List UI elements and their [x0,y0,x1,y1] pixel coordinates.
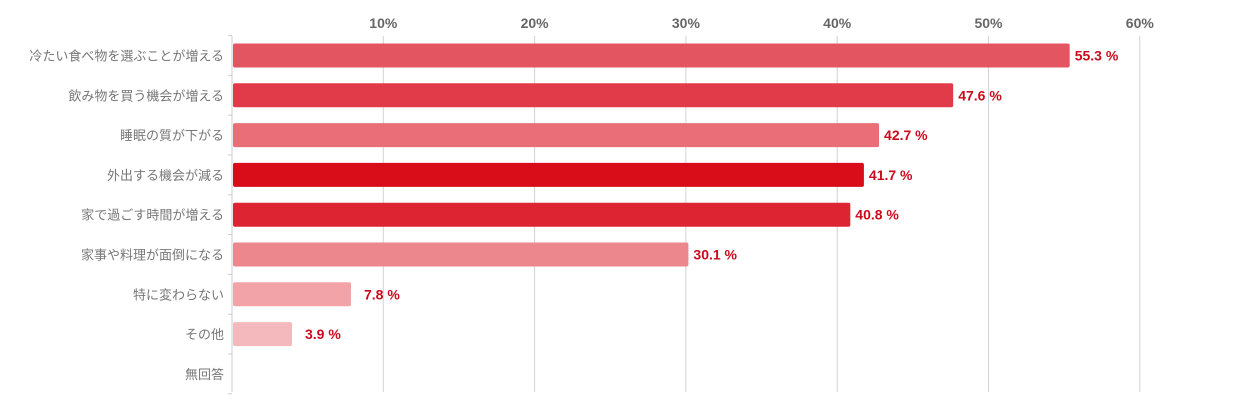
category-label: 特に変わらない [133,287,224,303]
bar [233,43,1070,68]
value-label: 42.7 % [884,127,928,143]
category-label: 外出する機会が減る [107,168,224,184]
category-label: 無回答 [185,367,224,383]
value-label: 7.8 % [364,286,400,302]
value-label: 40.8 % [855,207,899,223]
bars [233,43,1070,347]
category-label: 冷たい食べ物を選ぶことが増える [29,49,224,65]
value-label: 41.7 % [869,167,913,183]
x-tick-label: 50% [974,15,1003,31]
bar [233,282,352,307]
bar [233,162,864,187]
bar [233,242,689,267]
bar [233,83,954,108]
category-label: その他 [185,328,224,343]
x-tick-label: 40% [823,15,852,31]
category-label: 睡眠の質が下がる [120,129,224,144]
value-label: 30.1 % [693,247,737,263]
x-tick-label: 10% [369,15,398,31]
bar [233,123,880,148]
category-label: 飲み物を買う機会が増える [68,88,224,104]
x-tick-label: 20% [521,15,550,31]
value-labels: 55.3 % 47.6 % 42.7 % 41.7 % 40.8 % 30.1 % 7.8 … [305,48,1119,343]
category-label: 家で過ごす時間が増える [81,208,224,224]
value-label: 55.3 % [1075,48,1119,64]
value-label: 47.6 % [958,87,1002,103]
category-label: 家事や料理が面倒になる [81,248,224,264]
x-tick-label: 30% [672,15,701,31]
bar [233,202,851,227]
value-label: 3.9 % [305,326,341,342]
x-tick-label: 60% [1126,15,1155,31]
x-axis-ticks: 10% 20% 30% 40% 50% 60% [228,15,1155,395]
bar [233,322,293,347]
category-labels: 冷たい食べ物を選ぶことが増える飲み物を買う機会が増える睡眠の質が下がる外出する機… [29,49,224,383]
